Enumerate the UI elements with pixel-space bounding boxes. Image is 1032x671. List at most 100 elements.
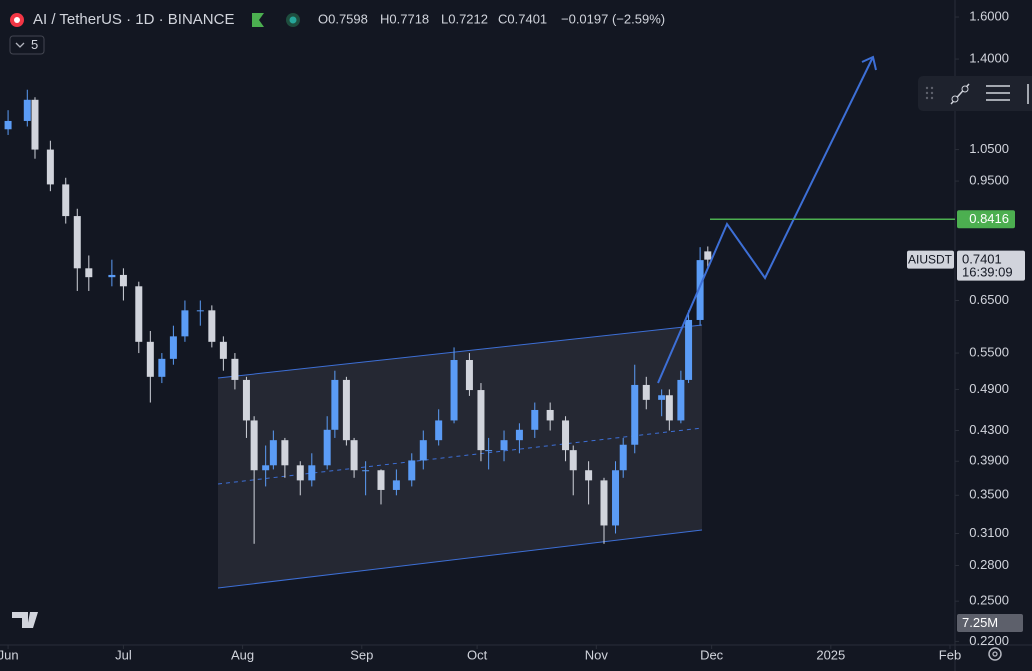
candle-body xyxy=(531,409,539,430)
candle-body xyxy=(485,450,493,452)
horizontal-line-label: 0.8416 xyxy=(969,211,1009,226)
candle-body xyxy=(350,440,358,471)
channel-top xyxy=(217,324,703,379)
x-tick-label: Feb xyxy=(939,647,961,662)
candle-body xyxy=(612,470,620,526)
y-tick-label: 0.2800 xyxy=(969,557,1009,572)
volume-label: 7.25M xyxy=(962,615,998,630)
candle-body xyxy=(685,319,693,380)
candle-body xyxy=(146,341,154,377)
y-tick-label: 0.3100 xyxy=(969,525,1009,540)
y-tick-label: 1.0500 xyxy=(969,141,1009,156)
candle-body xyxy=(500,440,508,451)
flag-icon[interactable] xyxy=(252,13,264,27)
candle-body xyxy=(250,420,258,471)
legend-value: L0.7212 xyxy=(441,11,488,26)
candle-body xyxy=(450,360,458,421)
candle-body xyxy=(231,358,239,380)
candle-body xyxy=(408,460,416,481)
legend-value: C0.7401 xyxy=(498,11,547,26)
logo[interactable] xyxy=(12,612,38,628)
y-tick-label: 0.4300 xyxy=(969,422,1009,437)
candle-body xyxy=(677,379,685,421)
settings-icon[interactable] xyxy=(988,647,1002,661)
y-tick-label: 0.5500 xyxy=(969,345,1009,360)
candle-body xyxy=(73,216,81,269)
candle-body xyxy=(169,336,177,359)
legend-value: H0.7718 xyxy=(380,11,429,26)
candle-body xyxy=(546,409,554,421)
y-tick-label: 0.2500 xyxy=(969,593,1009,608)
status-dot xyxy=(289,16,297,24)
candle-body xyxy=(392,480,400,490)
settings-icon-center xyxy=(992,651,998,657)
x-tick-label: Aug xyxy=(231,647,254,662)
candle-body xyxy=(569,450,577,471)
candle-body xyxy=(362,470,370,472)
x-tick-label: 2025 xyxy=(816,647,845,662)
candle-body xyxy=(704,251,712,260)
candle-body xyxy=(135,286,143,342)
candles xyxy=(4,89,712,544)
candle-body xyxy=(219,341,227,359)
symbol-title[interactable]: AI / TetherUS · 1D · BINANCE xyxy=(33,11,234,28)
candle-body xyxy=(242,379,250,421)
axes: 1.6000 1.4000 1.0500 0.9500 0.6500 0.5500 0.49… xyxy=(0,8,1009,662)
last-price-symbol: AIUSDT xyxy=(908,252,953,266)
symbol-icon-dot xyxy=(14,17,20,23)
candle-body xyxy=(196,310,204,312)
candle-body xyxy=(281,440,289,466)
y-tick-label: 1.4000 xyxy=(969,50,1009,65)
candle-body xyxy=(619,444,627,471)
projection-arrowhead xyxy=(861,55,877,71)
candle-body xyxy=(323,429,331,466)
candle-body xyxy=(631,384,639,445)
candle-body xyxy=(658,395,666,400)
candle-body xyxy=(31,99,39,150)
y-tick-label: 0.2200 xyxy=(969,633,1009,648)
candle-body xyxy=(419,440,427,461)
tool-lines[interactable] xyxy=(986,85,1010,101)
x-tick-label: Jul xyxy=(115,647,132,662)
candle-body xyxy=(62,184,70,217)
x-tick-label: Oct xyxy=(467,647,488,662)
last-price-bg xyxy=(957,250,1025,281)
projection-path xyxy=(657,56,874,384)
legend: O0.7598 H0.7718 L0.7212 C0.7401 −0.0197 (−2.… xyxy=(318,11,665,26)
candle-body xyxy=(642,384,650,400)
candle-body xyxy=(108,274,116,278)
candle-body xyxy=(600,480,608,526)
last-price-value: 0.7401 xyxy=(962,252,1002,267)
last-price-countdown: 16:39:09 xyxy=(962,265,1013,280)
x-tick-label: Sep xyxy=(350,647,373,662)
candle-body xyxy=(269,440,277,466)
tool-trendline-handle xyxy=(961,85,969,93)
toolbar-grip xyxy=(925,86,934,100)
candle-body xyxy=(585,470,593,481)
y-tick-label: 1.6000 xyxy=(969,8,1009,23)
candle-body xyxy=(465,360,473,391)
candle-body xyxy=(46,149,54,185)
candle-body xyxy=(696,260,704,320)
candle-body xyxy=(477,390,485,451)
x-tick-label: Dec xyxy=(700,647,724,662)
y-tick-label: 0.3500 xyxy=(969,487,1009,502)
y-tick-label: 0.9500 xyxy=(969,173,1009,188)
candle-body xyxy=(296,465,304,481)
candle-body xyxy=(85,268,93,278)
candle-body xyxy=(665,395,673,421)
candle-body xyxy=(562,420,570,451)
tool-trendline-handle xyxy=(951,95,959,103)
x-tick-label: Jun xyxy=(0,647,19,662)
candle-body xyxy=(435,420,443,441)
legend-value: −0.0197 (−2.59%) xyxy=(561,11,665,26)
x-tick-label: Nov xyxy=(585,647,609,662)
channel-bottom xyxy=(217,529,703,589)
indicator-box[interactable] xyxy=(9,35,45,55)
candle-body xyxy=(23,99,31,121)
candle-body xyxy=(331,379,339,430)
candle-body xyxy=(515,429,523,441)
